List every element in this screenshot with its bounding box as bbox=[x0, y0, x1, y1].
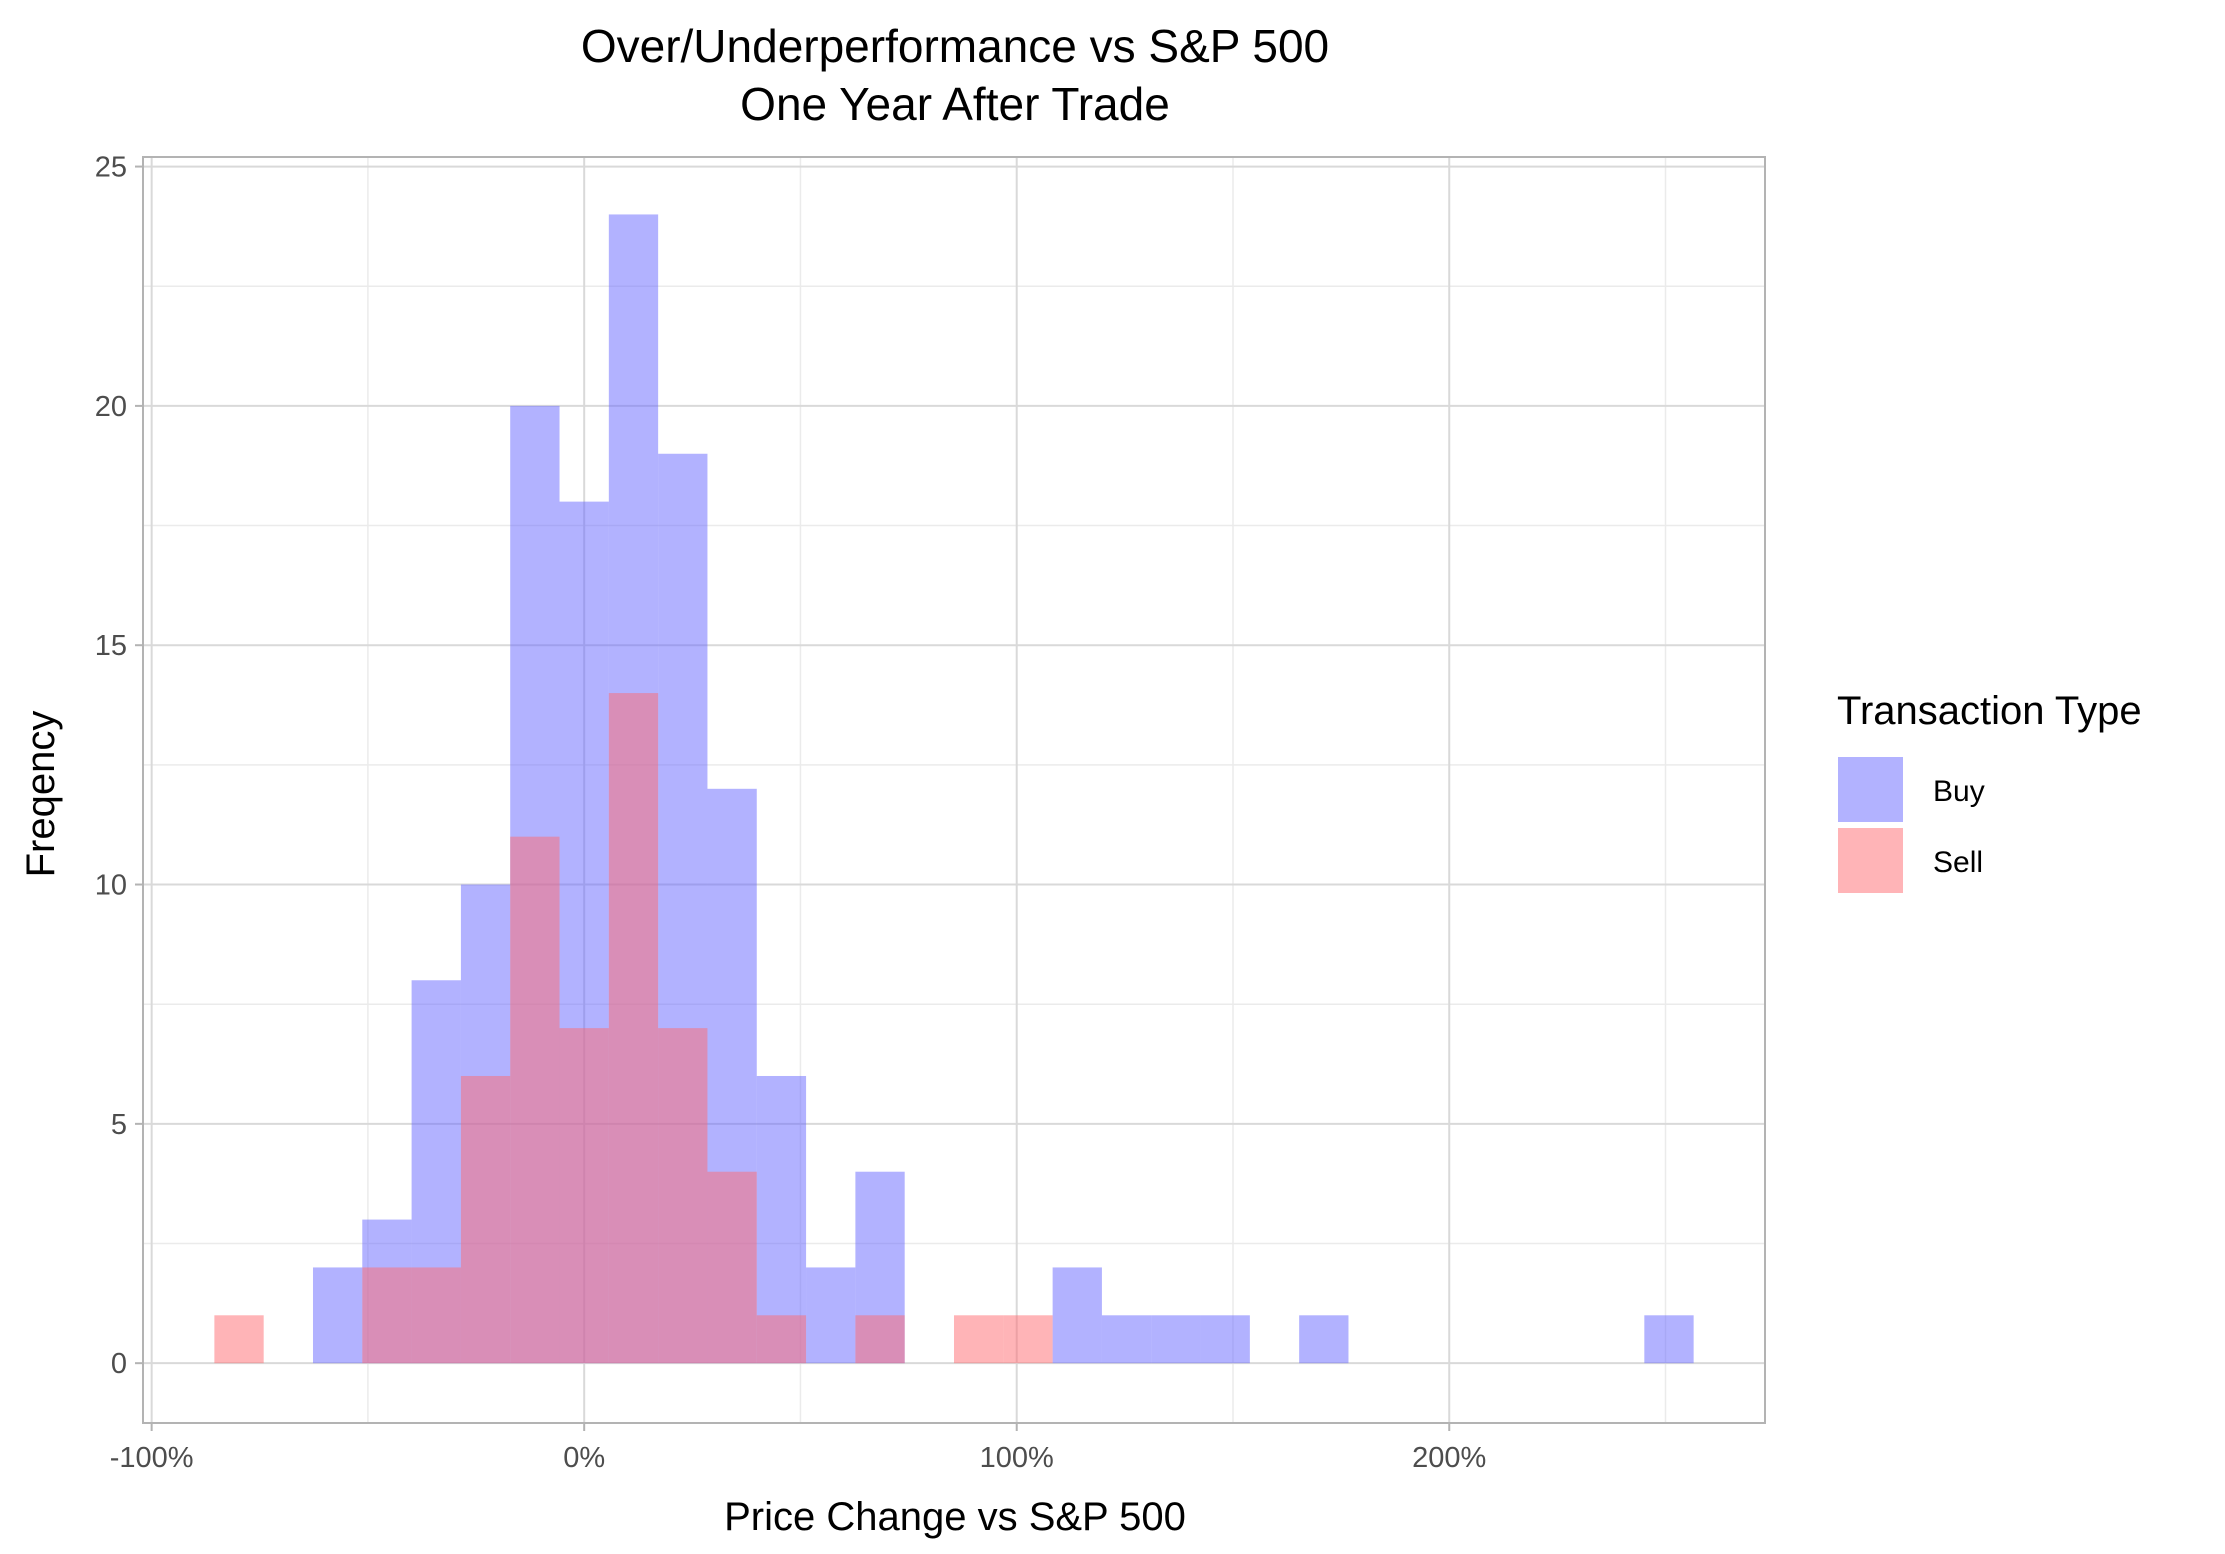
bar-sell bbox=[214, 1315, 264, 1364]
y-tick-label: 25 bbox=[95, 152, 127, 184]
y-tick-label: 0 bbox=[111, 1348, 127, 1380]
y-tick-label: 20 bbox=[95, 391, 127, 423]
bar-sell bbox=[1003, 1315, 1053, 1364]
bar-sell bbox=[460, 1075, 511, 1364]
legend-label-sell: Sell bbox=[1933, 846, 1983, 879]
x-tick-label: 200% bbox=[1412, 1442, 1486, 1474]
bar-buy bbox=[1299, 1315, 1349, 1364]
bar-sell bbox=[362, 1267, 412, 1364]
bar-buy bbox=[1200, 1315, 1250, 1364]
plot-area: -100% 0% 100% 200% 0 5 10 15 20 25 bbox=[95, 152, 1766, 1474]
legend-key-buy bbox=[1838, 757, 1903, 822]
x-axis-title: Price Change vs S&P 500 bbox=[724, 1495, 1186, 1539]
bar-sell bbox=[756, 1315, 807, 1364]
x-tick-label: 0% bbox=[563, 1442, 605, 1474]
legend-key-sell bbox=[1838, 828, 1903, 893]
bar-sell bbox=[608, 693, 659, 1364]
histogram-bars bbox=[214, 214, 1694, 1364]
legend-title: Transaction Type bbox=[1837, 689, 2142, 733]
legend: Transaction Type Buy Sell bbox=[1837, 689, 2142, 893]
bar-buy bbox=[806, 1267, 856, 1364]
bar-buy bbox=[1644, 1315, 1694, 1364]
y-axis-title: Freqency bbox=[19, 711, 63, 878]
bar-buy bbox=[312, 1267, 363, 1364]
bar-sell bbox=[855, 1315, 905, 1364]
legend-label-buy: Buy bbox=[1933, 775, 1985, 808]
bar-sell bbox=[707, 1171, 757, 1364]
x-axis-ticks: -100% 0% 100% 200% bbox=[110, 1423, 1486, 1474]
bar-sell bbox=[559, 1028, 609, 1364]
chart-title: Over/Underperformance vs S&P 500 bbox=[581, 20, 1329, 72]
bar-sell bbox=[658, 1028, 708, 1364]
bar-buy bbox=[1151, 1315, 1201, 1364]
y-tick-label: 10 bbox=[95, 870, 127, 902]
y-tick-label: 15 bbox=[95, 630, 127, 662]
x-tick-label: 100% bbox=[980, 1442, 1054, 1474]
panel-border bbox=[142, 156, 1766, 1424]
bar-sell bbox=[510, 836, 560, 1364]
chart-subtitle: One Year After Trade bbox=[740, 78, 1170, 130]
bar-sell bbox=[411, 1267, 461, 1364]
y-tick-label: 5 bbox=[111, 1109, 127, 1141]
y-axis-ticks: 0 5 10 15 20 25 bbox=[95, 152, 143, 1380]
x-tick-label: -100% bbox=[110, 1442, 194, 1474]
bar-buy bbox=[1052, 1267, 1102, 1364]
minor-gridlines bbox=[143, 157, 1765, 1423]
bar-buy bbox=[1101, 1315, 1152, 1364]
bar-sell bbox=[954, 1315, 1004, 1364]
